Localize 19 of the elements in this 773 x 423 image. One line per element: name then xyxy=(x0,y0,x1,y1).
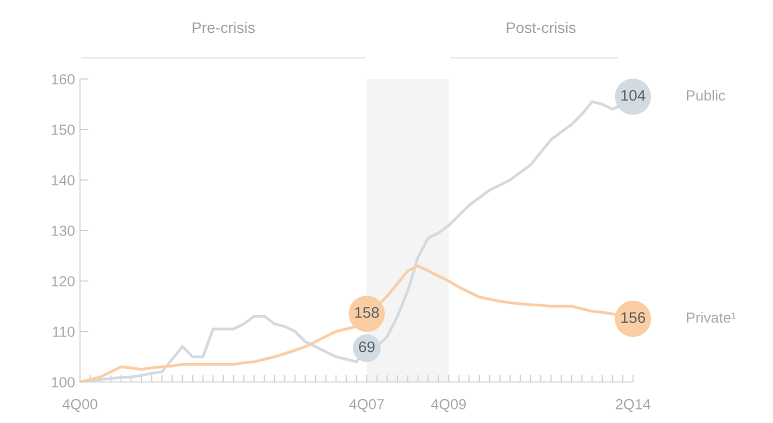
annotation: 104 xyxy=(621,90,646,101)
y-tick-label: 120 xyxy=(52,276,75,286)
y-tick-label: 110 xyxy=(52,326,75,337)
y-tick-label: 140 xyxy=(52,175,75,186)
y-tick-label: 160 xyxy=(52,74,75,84)
annotation: 158 xyxy=(355,307,379,318)
annotation: 69 xyxy=(359,341,375,352)
annotation: 156 xyxy=(621,312,646,323)
y-tick-label: 100 xyxy=(52,377,75,388)
y-tick-label: 150 xyxy=(52,124,75,135)
x-tick-label: 4Q00 xyxy=(62,399,98,412)
text: Post-crisis xyxy=(506,22,576,34)
x-tick-label: 2Q14 xyxy=(616,399,650,412)
x-tick-label: 4Q07 xyxy=(349,399,384,412)
y-tick-label: 130 xyxy=(52,226,75,236)
x-tick-label: 4Q09 xyxy=(431,399,466,412)
text: Private¹ xyxy=(686,312,736,323)
text: Public xyxy=(686,90,726,101)
text: Pre-crisis xyxy=(192,22,255,34)
